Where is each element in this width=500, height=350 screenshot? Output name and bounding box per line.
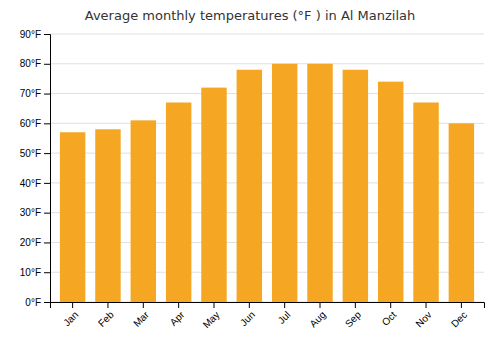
- bar: [307, 64, 332, 302]
- bar: [378, 82, 403, 302]
- tick-mark: [44, 153, 50, 154]
- bar: [272, 64, 297, 302]
- plot-area: 0°F 10°F 20°F 30°F 40°F 50°F 60°F 70°F 80°F 90°F J…: [20, 29, 485, 331]
- tick-mark: [143, 302, 144, 308]
- tick-label: 40°F: [20, 178, 41, 189]
- tick-label: 30°F: [20, 207, 41, 218]
- title: Average monthly temperatures (°F ) in Al…: [85, 8, 415, 23]
- tick-label: Dec: [449, 309, 469, 329]
- tick-mark: [44, 302, 50, 303]
- x-axis: Jan Feb Mar Apr May Jun Jul Aug Sep Oct Nov Dec: [51, 302, 485, 330]
- tick-label: 50°F: [20, 148, 41, 159]
- tick-label: Jun: [238, 309, 257, 328]
- tick: Oct: [380, 302, 399, 328]
- tick-label: Jul: [276, 309, 293, 326]
- tick: Jul: [276, 302, 293, 326]
- tick-label: Aug: [307, 309, 327, 329]
- bar: [449, 123, 474, 302]
- grid-line: [50, 63, 484, 64]
- tick: 60°F: [20, 118, 50, 129]
- tick-label: 80°F: [20, 58, 41, 69]
- tick: May: [201, 302, 222, 330]
- grid-line: [50, 93, 484, 94]
- tick-mark: [178, 302, 179, 308]
- tick-mark: [213, 302, 214, 308]
- tick-mark: [44, 123, 50, 124]
- bar: [166, 102, 191, 302]
- tick-label: Apr: [168, 309, 187, 328]
- bar: [60, 132, 85, 302]
- chart-container: 0°F 10°F 20°F 30°F 40°F 50°F 60°F 70°F 80°F 90°F J…: [0, 0, 500, 350]
- tick-label: Sep: [343, 309, 364, 330]
- tick-mark: [44, 183, 50, 184]
- axis-line: [44, 35, 51, 303]
- tick: 70°F: [20, 88, 50, 99]
- tick: Jun: [238, 302, 257, 328]
- tick-label: Mar: [131, 309, 151, 329]
- chart: 0°F 10°F 20°F 30°F 40°F 50°F 60°F 70°F 80°F 90°F J…: [0, 0, 500, 350]
- tick-mark: [72, 302, 73, 308]
- grid-line: [50, 34, 484, 35]
- bar: [201, 88, 226, 302]
- tick-mark: [461, 302, 462, 308]
- tick-mark: [44, 272, 50, 273]
- tick-mark: [44, 64, 50, 65]
- tick: 30°F: [20, 207, 50, 218]
- tick-mark: [44, 34, 50, 35]
- tick: Feb: [96, 302, 116, 329]
- tick: Mar: [131, 302, 151, 329]
- tick-mark: [44, 213, 50, 214]
- tick: Aug: [307, 302, 327, 329]
- tick-label: 60°F: [20, 118, 41, 129]
- tick-label: 70°F: [20, 88, 41, 99]
- bar: [343, 70, 368, 302]
- bar: [95, 129, 120, 302]
- tick: Sep: [343, 302, 364, 329]
- tick: Jan: [61, 302, 80, 328]
- bar: [413, 102, 438, 302]
- tick: 0°F: [25, 297, 50, 308]
- y-axis: 0°F 10°F 20°F 30°F 40°F 50°F 60°F 70°F 80°F 90°F: [20, 29, 51, 308]
- tick-label: Oct: [380, 309, 399, 328]
- tick: Nov: [413, 302, 433, 329]
- tick: Apr: [168, 302, 187, 328]
- tick-mark: [107, 302, 108, 308]
- bar: [131, 120, 156, 302]
- tick: Dec: [449, 302, 469, 329]
- tick: 40°F: [20, 178, 50, 189]
- tick-label: Jan: [61, 309, 80, 328]
- tick-mark: [355, 302, 356, 308]
- tick: 90°F: [20, 29, 50, 40]
- tick-mark: [44, 242, 50, 243]
- tick-mark: [44, 94, 50, 95]
- tick: 50°F: [20, 148, 50, 159]
- tick-label: Feb: [96, 309, 116, 329]
- bars: [60, 64, 474, 302]
- tick-label: 20°F: [20, 237, 41, 248]
- tick-mark: [249, 302, 250, 308]
- bar: [237, 70, 262, 302]
- tick-mark: [284, 302, 285, 308]
- tick-mark: [426, 302, 427, 308]
- tick: 80°F: [20, 58, 50, 69]
- tick-label: 0°F: [25, 297, 41, 308]
- tick-label: 90°F: [20, 29, 41, 40]
- tick-label: 10°F: [20, 267, 41, 278]
- tick-label: May: [201, 309, 222, 330]
- tick-mark: [390, 302, 391, 308]
- tick: 10°F: [20, 267, 50, 278]
- tick-label: Nov: [413, 309, 433, 329]
- axis-line: [51, 303, 485, 309]
- grid: [50, 34, 484, 302]
- tick: 20°F: [20, 237, 50, 248]
- tick-mark: [320, 302, 321, 308]
